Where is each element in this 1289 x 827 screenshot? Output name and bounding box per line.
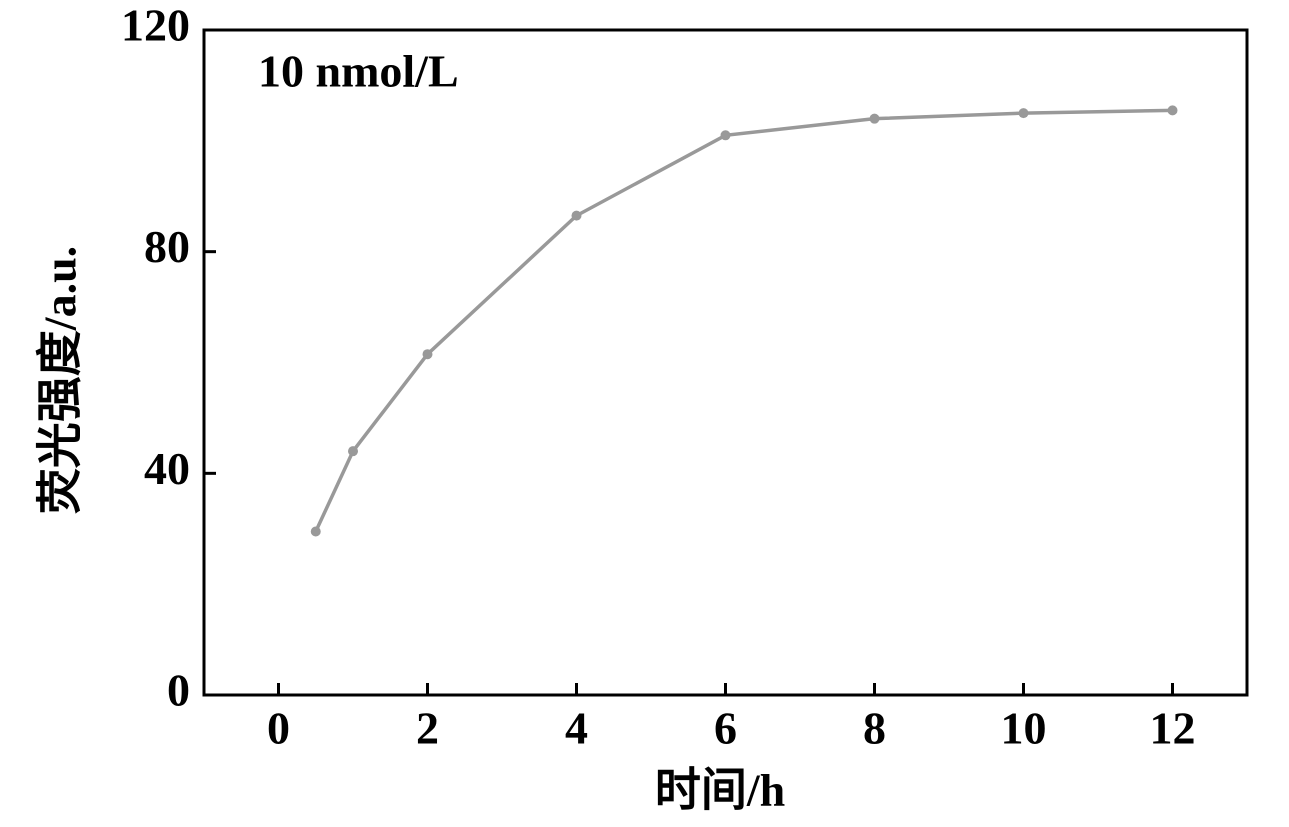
x-tick-label: 2 <box>416 703 439 754</box>
x-tick-label: 8 <box>863 703 886 754</box>
data-point <box>1018 108 1029 119</box>
x-tick-label: 0 <box>267 703 290 754</box>
data-point <box>422 349 433 360</box>
y-tick-label: 0 <box>167 665 190 716</box>
data-point <box>571 210 582 221</box>
y-axis-label: 荧光强度/a.u. <box>35 246 86 514</box>
x-tick-label: 4 <box>565 703 588 754</box>
x-tick-label: 6 <box>714 703 737 754</box>
annotation: 10 nmol/L <box>258 46 459 97</box>
data-point <box>869 113 880 124</box>
data-point <box>1167 105 1178 116</box>
y-tick-label: 40 <box>144 443 190 494</box>
data-point <box>720 130 731 141</box>
x-tick-label: 10 <box>1001 703 1047 754</box>
y-tick-label: 120 <box>121 0 190 51</box>
data-point <box>310 526 321 537</box>
x-axis-label: 时间/h <box>655 765 785 816</box>
data-point <box>348 446 358 457</box>
plot-frame <box>202 28 1249 697</box>
x-tick-label: 12 <box>1150 703 1196 754</box>
y-tick-label: 80 <box>144 221 190 272</box>
data-line <box>314 108 1173 533</box>
